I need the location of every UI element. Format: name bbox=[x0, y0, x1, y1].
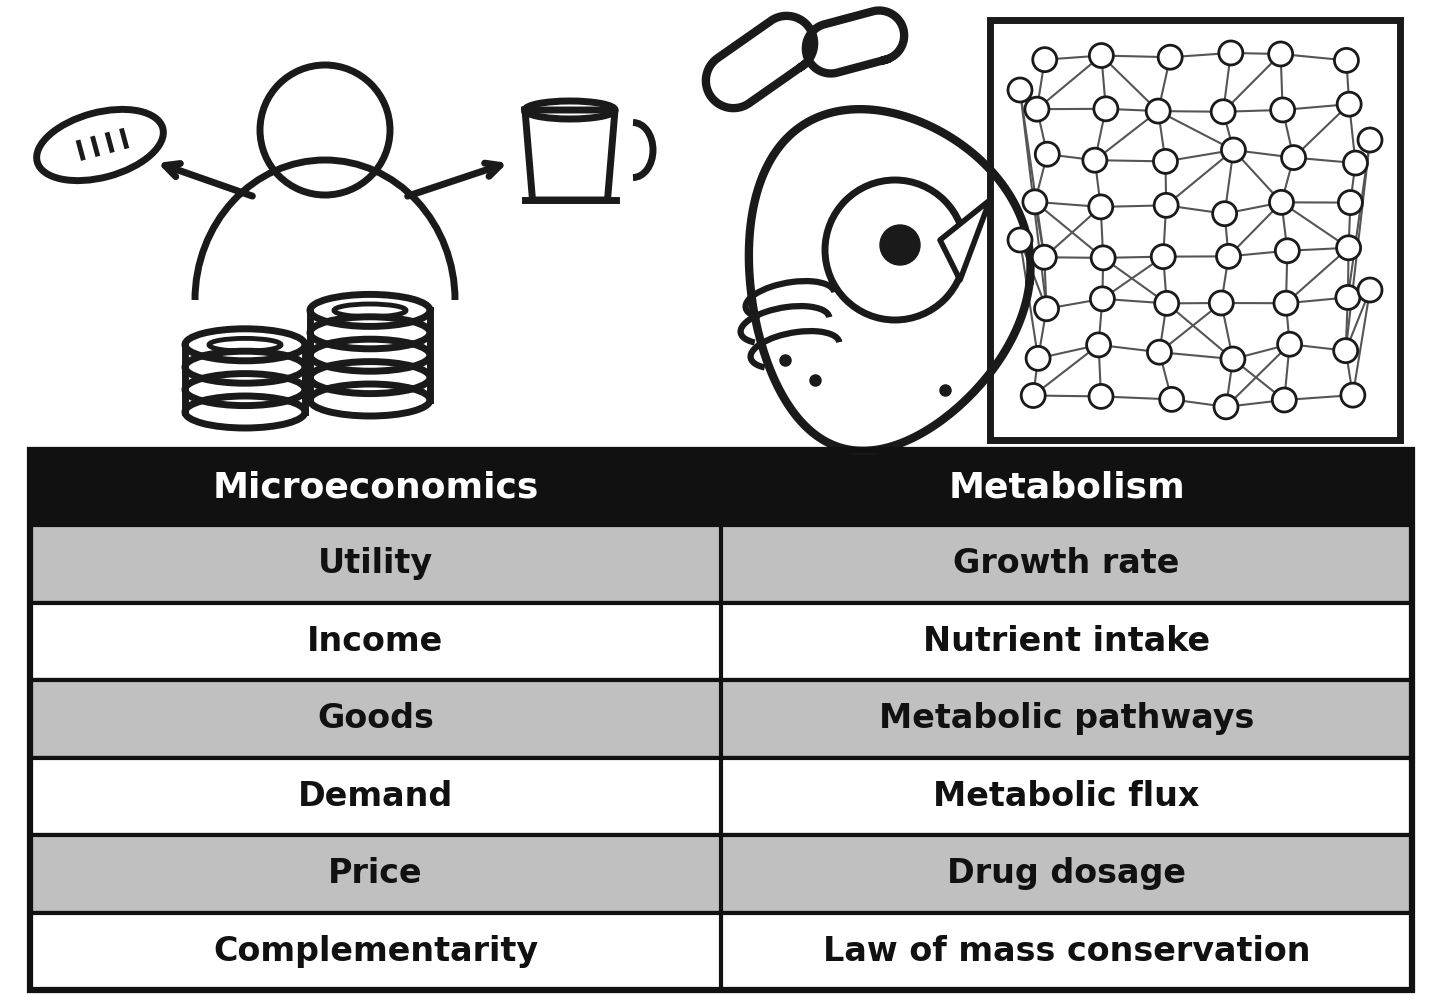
Circle shape bbox=[1094, 97, 1118, 121]
Circle shape bbox=[1027, 346, 1050, 370]
Circle shape bbox=[1083, 148, 1107, 172]
Bar bbox=[30, 450, 1412, 525]
Circle shape bbox=[1221, 138, 1246, 162]
Circle shape bbox=[1334, 48, 1358, 72]
Circle shape bbox=[1358, 128, 1381, 152]
Circle shape bbox=[1213, 202, 1237, 226]
Circle shape bbox=[1032, 48, 1057, 72]
Bar bbox=[30, 680, 1412, 758]
Bar bbox=[30, 758, 1412, 835]
Circle shape bbox=[1269, 190, 1293, 214]
Text: Price: Price bbox=[329, 857, 423, 890]
Text: Demand: Demand bbox=[298, 780, 453, 813]
Text: Income: Income bbox=[307, 625, 444, 658]
Circle shape bbox=[1269, 42, 1292, 66]
Bar bbox=[30, 525, 1412, 602]
Circle shape bbox=[1089, 44, 1113, 68]
Bar bbox=[30, 602, 1412, 680]
Text: Metabolism: Metabolism bbox=[949, 471, 1185, 504]
Circle shape bbox=[1025, 97, 1048, 121]
Circle shape bbox=[1155, 291, 1178, 315]
Circle shape bbox=[1151, 245, 1175, 269]
Circle shape bbox=[1218, 41, 1243, 65]
Circle shape bbox=[1008, 228, 1032, 252]
Polygon shape bbox=[940, 200, 991, 280]
Circle shape bbox=[1282, 146, 1305, 170]
Circle shape bbox=[1334, 339, 1358, 363]
Circle shape bbox=[1159, 387, 1184, 411]
Bar bbox=[30, 450, 1412, 990]
Text: Law of mass conservation: Law of mass conservation bbox=[823, 935, 1311, 968]
Text: Nutrient intake: Nutrient intake bbox=[923, 625, 1210, 658]
Circle shape bbox=[1338, 191, 1363, 215]
Circle shape bbox=[1148, 340, 1171, 364]
Circle shape bbox=[1273, 291, 1298, 315]
Circle shape bbox=[1090, 287, 1115, 311]
Circle shape bbox=[1358, 278, 1381, 302]
Circle shape bbox=[1217, 244, 1240, 268]
FancyBboxPatch shape bbox=[991, 20, 1400, 440]
Circle shape bbox=[1089, 195, 1113, 219]
Bar bbox=[30, 835, 1412, 912]
Circle shape bbox=[880, 225, 920, 265]
Circle shape bbox=[1032, 245, 1057, 269]
Circle shape bbox=[1211, 100, 1236, 124]
Circle shape bbox=[1089, 384, 1113, 408]
Circle shape bbox=[1344, 151, 1367, 175]
Circle shape bbox=[1210, 291, 1233, 315]
Text: Goods: Goods bbox=[317, 702, 434, 735]
Circle shape bbox=[1335, 285, 1360, 309]
Circle shape bbox=[1214, 395, 1239, 419]
Text: Growth rate: Growth rate bbox=[953, 547, 1180, 580]
Circle shape bbox=[1278, 332, 1302, 356]
Text: Utility: Utility bbox=[317, 547, 433, 580]
Circle shape bbox=[1337, 236, 1361, 260]
Text: Metabolic flux: Metabolic flux bbox=[933, 780, 1200, 813]
Circle shape bbox=[1154, 193, 1178, 217]
Circle shape bbox=[1221, 347, 1244, 371]
Circle shape bbox=[1008, 78, 1032, 102]
Text: Complementarity: Complementarity bbox=[213, 935, 538, 968]
Circle shape bbox=[1270, 98, 1295, 122]
Bar bbox=[30, 912, 1412, 990]
Circle shape bbox=[1154, 149, 1178, 173]
Circle shape bbox=[1035, 142, 1060, 166]
Circle shape bbox=[1146, 99, 1171, 123]
Circle shape bbox=[1092, 246, 1115, 270]
Circle shape bbox=[1275, 239, 1299, 263]
Circle shape bbox=[1022, 190, 1047, 214]
Circle shape bbox=[1021, 384, 1045, 408]
Circle shape bbox=[1337, 92, 1361, 116]
Circle shape bbox=[1158, 45, 1182, 69]
Text: Microeconomics: Microeconomics bbox=[212, 471, 539, 504]
Text: Metabolic pathways: Metabolic pathways bbox=[878, 702, 1255, 735]
Circle shape bbox=[1034, 297, 1058, 321]
Circle shape bbox=[1272, 388, 1296, 412]
Circle shape bbox=[1341, 383, 1366, 407]
Text: Drug dosage: Drug dosage bbox=[947, 857, 1185, 890]
Circle shape bbox=[1087, 333, 1110, 357]
